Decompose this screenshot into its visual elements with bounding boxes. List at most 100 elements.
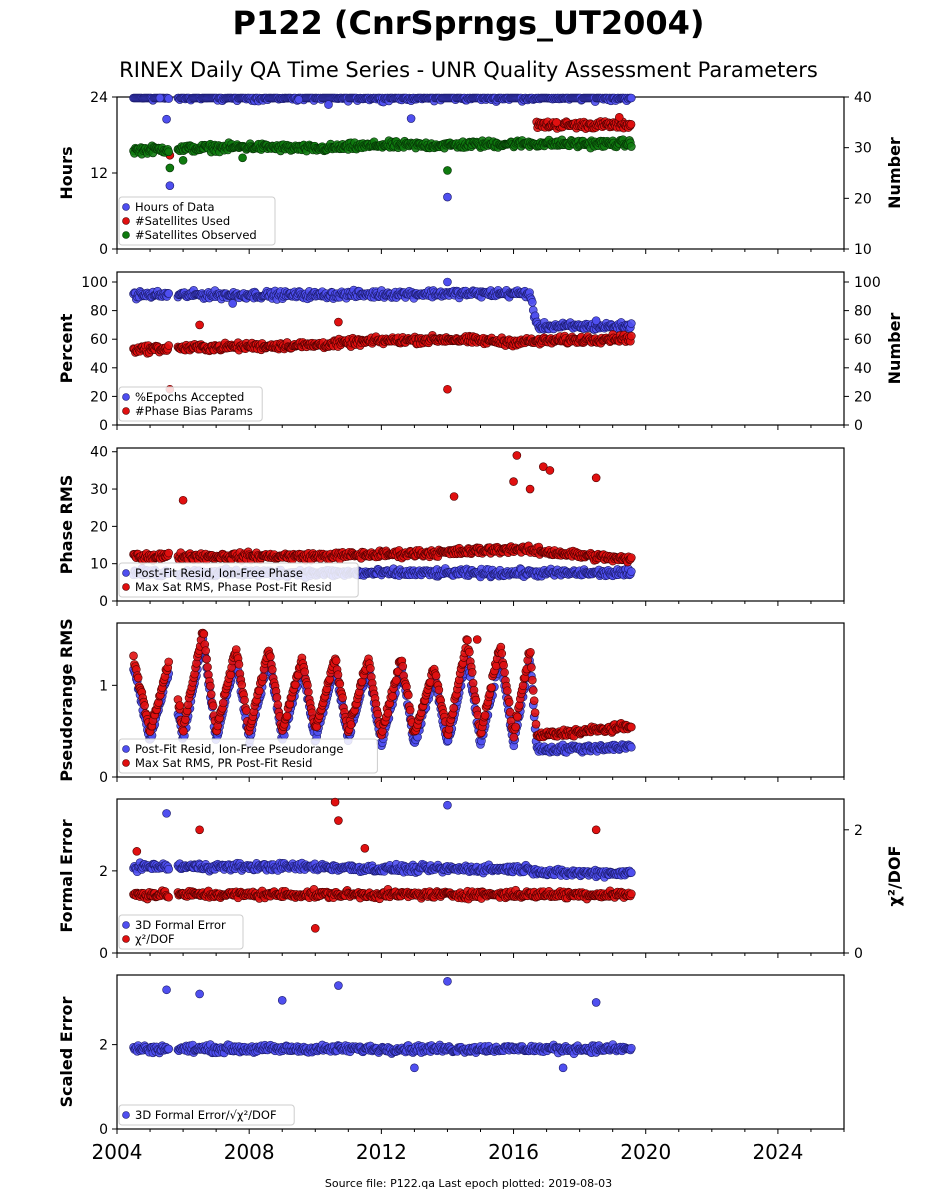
y-tick-label-percent: 100 [81,275,108,291]
point-hours-of-data [627,93,636,103]
y2-axis-label-percent: Number [885,313,904,385]
point--satellites-used-outlier [552,118,561,127]
point--satellites-observed-outlier [178,156,188,165]
point-max-sat-rms-pr-post-fit-resid [497,649,507,658]
point-max-sat-rms-pr-post-fit-resid [383,708,393,718]
point--epochs-accepted-outlier [228,299,237,308]
point-max-sat-rms-pr-post-fit-resid [373,709,383,719]
point-max-sat-rms-pr-post-fit-resid [164,657,173,667]
y2-tick-label-hours: 30 [854,141,872,157]
y2-tick-label-formal_error: 2 [854,823,863,839]
legend-marker-hours [122,231,130,239]
point--satellites-observed [164,147,173,157]
y2-axis-label-formal_error: χ²/DOF [885,846,904,907]
point-max-sat-rms-pr-post-fit-resid [199,629,209,639]
y2-tick-label-percent: 0 [854,418,863,434]
y-axis-label-percent: Percent [57,313,76,383]
point-max-sat-rms-pr-post-fit-resid [467,668,477,677]
point-max-sat-rms-pr-post-fit-resid [268,665,277,674]
y2-tick-label-formal_error: 0 [854,946,863,962]
point-max-sat-rms-pr-post-fit-resid-outlier [175,701,185,710]
legend-marker-hours [122,203,130,211]
point-max-sat-rms-pr-post-fit-resid [527,663,536,672]
point-max-sat-rms-pr-post-fit-resid [300,667,309,677]
point-hours-of-data-outlier [162,114,171,124]
page-subtitle: RINEX Daily QA Time Series - UNR Quality… [119,58,818,82]
y2-tick-label-percent: 40 [854,361,872,377]
point-max-sat-rms-pr-post-fit-resid [529,696,539,705]
point-max-sat-rms-pr-post-fit-resid [335,679,345,689]
point-hours-of-data-outlier [324,100,333,109]
point-max-sat-rms-phase-post-fit-resid-outlier [545,466,555,475]
y-tick-label-phase_rms: 10 [90,557,108,573]
point-max-sat-rms-phase-post-fit-resid [627,553,636,562]
point-max-sat-rms-pr-post-fit-resid [206,681,215,691]
point-max-sat-rms-pr-post-fit-resid [234,660,244,669]
legend-label-pseudorange_rms: Post-Fit Resid, Ion-Free Pseudorange [135,742,343,756]
legend-marker-pseudorange_rms [122,759,130,767]
point-max-sat-rms-pr-post-fit-resid [179,726,188,736]
y2-tick-label-percent: 20 [854,389,872,405]
point-max-sat-rms-pr-post-fit-resid [405,705,415,715]
y-tick-label-phase_rms: 20 [90,519,108,535]
legend-label-pseudorange_rms: Max Sat RMS, PR Post-Fit Resid [135,756,312,770]
y-tick-label-phase_rms: 40 [90,445,108,461]
y-axis-label-hours: Hours [57,146,76,199]
y2-tick-label-percent: 60 [854,332,872,348]
point--epochs-accepted [164,289,173,298]
point--phase-bias-params-outlier [334,317,343,327]
y-tick-label-pseudorange_rms: 1 [99,678,108,694]
y2-axis-label-hours: Number [885,137,904,209]
point-max-sat-rms-pr-post-fit-resid [272,693,282,702]
point-max-sat-rms-pr-post-fit-resid [431,671,441,680]
point-max-sat-rms-pr-post-fit-resid [404,690,413,700]
y-tick-label-phase_rms: 0 [99,594,108,610]
point--satellites-observed-outlier [238,153,247,163]
point-max-sat-rms-pr-post-fit-resid [240,695,249,705]
y-tick-label-percent: 40 [90,361,108,377]
point-hours-of-data-outlier [294,95,304,104]
y-tick-label-formal_error: 2 [99,864,108,880]
point-max-sat-rms-pr-post-fit-resid [133,673,143,683]
point-max-sat-rms-pr-post-fit-resid [333,670,343,680]
legend-marker-phase_rms [122,569,130,577]
point-max-sat-rms-pr-post-fit-resid [487,683,496,692]
point-max-sat-rms-pr-post-fit-resid [449,703,458,713]
point-max-sat-rms-pr-post-fit-resid [499,660,508,670]
point-post-fit-resid-ion-free-pseudorange [627,742,636,752]
point--epochs-accepted-outlier [591,316,601,325]
legend-label-hours: Hours of Data [135,200,215,214]
point-max-sat-rms-pr-post-fit-resid [226,670,235,680]
point--phase-bias-params-outlier [443,384,452,394]
point--phase-bias-params [627,331,636,341]
legend-label-phase_rms: Post-Fit Resid, Ion-Free Phase [135,566,303,580]
y-axis-label-formal_error: Formal Error [57,819,76,932]
y-axis-label-pseudorange_rms: Pseudorange RMS [57,618,76,781]
point-max-sat-rms-pr-post-fit-resid [366,664,375,673]
point-max-sat-rms-phase-post-fit-resid [164,548,173,558]
point-max-sat-rms-pr-post-fit-resid [282,711,292,721]
point-max-sat-rms-phase-post-fit-resid-outlier [449,492,459,501]
y-tick-label-percent: 60 [90,332,108,348]
legend-label-phase_rms: Max Sat RMS, Phase Post-Fit Resid [135,580,332,594]
point-max-sat-rms-pr-post-fit-resid [266,652,275,661]
point--satellites-observed [627,142,636,151]
point-max-sat-rms-pr-post-fit-resid [518,681,528,691]
point-max-sat-rms-pr-post-fit-resid-outlier [472,635,482,644]
point-hours-of-data-outlier [406,114,416,123]
point--epochs-accepted [627,319,636,328]
point-max-sat-rms-pr-post-fit-resid [530,708,540,717]
y2-tick-label-percent: 80 [854,304,872,320]
point-max-sat-rms-pr-post-fit-resid [273,700,283,710]
y-tick-label-percent: 0 [99,418,108,434]
point-max-sat-rms-pr-post-fit-resid [398,662,408,671]
point--satellites-observed-outlier [165,163,175,173]
y-tick-label-phase_rms: 30 [90,482,108,498]
point--phase-bias-params [164,341,173,350]
point-hours-of-data-outlier [165,181,175,190]
point--satellites-used-outlier [614,112,624,122]
point-max-sat-rms-pr-post-fit-resid [206,690,216,699]
point-max-sat-rms-pr-post-fit-resid [388,692,397,701]
point-max-sat-rms-pr-post-fit-resid [338,693,347,703]
point--phase-bias-params-outlier [195,320,204,330]
